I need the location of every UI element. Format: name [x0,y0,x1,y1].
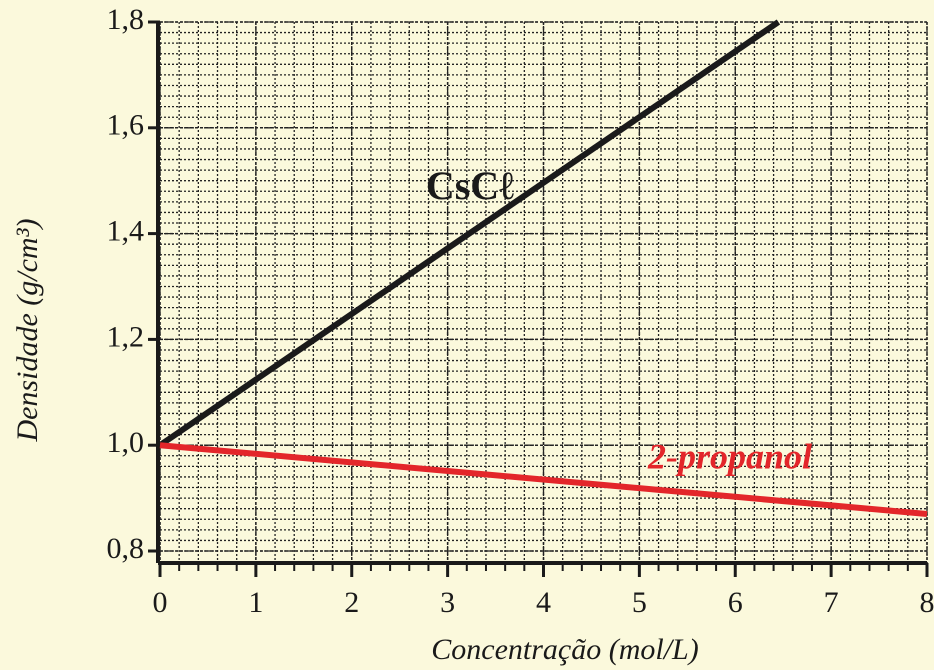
line-series [159,442,928,517]
y-tick-label: 1,8 [107,3,145,36]
x-tick-label: 3 [440,586,455,619]
x-tick-label: 1 [248,586,263,619]
y-tick-label: 1,6 [107,109,145,142]
x-tick-label: 2 [344,586,359,619]
x-tick-label: 0 [153,586,168,619]
y-tick-label: 1,0 [107,426,145,459]
series-label: CsCℓ [426,163,514,208]
y-tick-label: 1,4 [107,214,145,247]
x-tick-label: 4 [536,586,551,619]
x-tick-label: 7 [824,586,839,619]
x-tick-label: 8 [920,586,934,619]
line-series [158,19,781,448]
y-tick-label: 0,8 [107,532,145,565]
x-tick-label: 5 [632,586,647,619]
y-tick-label: 1,2 [107,320,145,353]
x-axis-title: Concentração (mol/L) [431,633,698,666]
x-tick-label: 6 [728,586,743,619]
y-axis-title: Densidade (g/cm³) [11,218,44,442]
series-label: 2-propanol [647,436,812,476]
